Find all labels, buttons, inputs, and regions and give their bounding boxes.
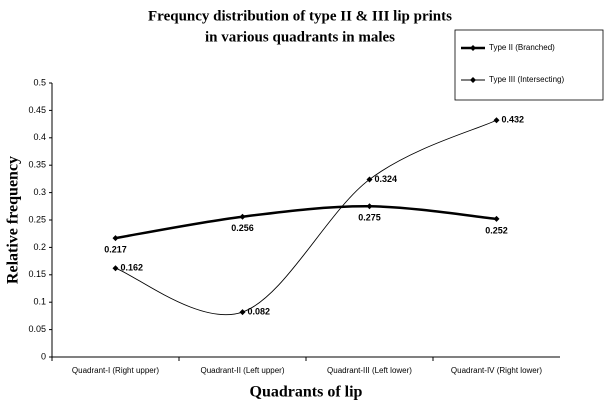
legend-label: Type III (Intersecting) [489,75,564,84]
marker [112,235,119,242]
data-label: 0.275 [358,213,381,223]
marker [239,213,246,220]
x-tick-label: Quadrant-III (Left lower) [327,366,412,375]
chart-title: in various quadrants in males [205,29,395,45]
marker [366,203,373,210]
y-tick-label: 0.45 [28,105,46,115]
data-label: 0.432 [502,115,525,125]
data-label: 0.217 [104,244,127,254]
y-tick-label: 0.35 [28,160,46,170]
data-label: 0.162 [121,263,144,273]
line-series [115,119,497,316]
x-tick-label: Quadrant-II (Left upper) [200,366,284,375]
legend-marker [470,45,476,51]
y-tick-label: 0.3 [33,187,46,197]
y-tick-label: 0.4 [33,132,46,142]
y-tick-label: 0.2 [33,242,46,252]
data-label: 0.256 [231,223,254,233]
x-tick-label: Quadrant-IV (Right lower) [451,366,542,375]
marker [112,265,119,272]
marker [239,309,246,316]
marker [366,176,373,183]
marker [493,117,500,124]
y-tick-label: 0.1 [33,297,46,307]
y-tick-label: 0.25 [28,214,46,224]
legend-marker [470,77,476,83]
legend-box [454,29,604,101]
y-tick-label: 0.05 [28,324,46,334]
x-tick-label: Quadrant-I (Right upper) [72,366,159,375]
data-label: 0.252 [485,225,508,235]
data-label: 0.082 [248,306,271,316]
line-series [115,205,497,240]
y-tick-label: 0.15 [28,269,46,279]
data-label: 0.324 [375,174,398,184]
y-tick-label: 0.5 [33,77,46,87]
y-axis-label: Relative frequency [5,156,22,284]
x-axis-label: Quadrants of lip [250,384,363,401]
marker [493,215,500,222]
chart-title: Frequncy distribution of type II & III l… [148,8,452,24]
legend-label: Type II (Branched) [489,43,555,52]
y-tick-label: 0 [41,351,46,361]
